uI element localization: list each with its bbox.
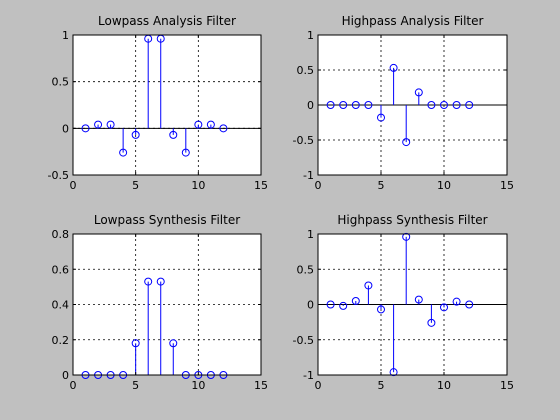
x-tick-label: 10 xyxy=(437,379,451,392)
subplot-3: 0 5 10 15 0 0.2 0.4 0.6 0.8 Lowpass Synthesis Fil… xyxy=(52,213,269,392)
stem-marker xyxy=(326,300,335,309)
x-tick-label: 10 xyxy=(437,179,451,192)
y-tick-label: 1 xyxy=(307,228,314,241)
stem-marker xyxy=(144,277,153,286)
y-tick-label: 0.6 xyxy=(52,263,70,276)
stem-marker xyxy=(106,120,115,129)
y-tick-label: 1 xyxy=(307,29,314,42)
axes-frame xyxy=(72,34,262,176)
stem-marker xyxy=(389,63,398,72)
stem-marker xyxy=(181,148,190,157)
stem-marker xyxy=(364,101,373,109)
stem-marker xyxy=(427,318,436,327)
y-tick-label: 0.2 xyxy=(52,334,70,347)
subplot-title: Lowpass Synthesis Filter xyxy=(94,213,240,227)
stem-marker xyxy=(440,101,448,109)
x-tick-label: 10 xyxy=(191,179,205,192)
stem-marker xyxy=(194,120,203,129)
y-tick-label: -1 xyxy=(303,369,314,382)
y-tick-label: 0.5 xyxy=(52,76,70,89)
x-tick-label: 15 xyxy=(254,379,268,392)
stem-marker xyxy=(351,101,360,109)
subplot-2: 0 5 10 15 -1 -0.5 0 0.5 1 Highpass Analysis Filte… xyxy=(293,14,514,192)
stem-marker xyxy=(219,124,228,133)
stem-marker xyxy=(339,301,348,310)
stem-marker xyxy=(452,297,461,306)
stem-marker xyxy=(402,138,411,147)
y-tick-label: 0.5 xyxy=(297,263,315,276)
x-tick-label: 5 xyxy=(132,179,139,192)
x-tick-label: 15 xyxy=(500,379,514,392)
subplot-title: Lowpass Analysis Filter xyxy=(98,14,236,28)
subplot-title: Highpass Synthesis Filter xyxy=(337,213,487,227)
stem-marker xyxy=(440,303,448,312)
stem-marker xyxy=(169,130,178,139)
x-tick-label: 5 xyxy=(132,379,139,392)
x-tick-label: 5 xyxy=(378,179,385,192)
stem-marker xyxy=(377,305,385,314)
stem-marker xyxy=(377,113,385,122)
stem-marker xyxy=(427,101,436,109)
x-tick-label: 15 xyxy=(254,179,268,192)
stem-marker xyxy=(465,300,474,309)
y-tick-label: -0.5 xyxy=(293,134,314,147)
x-tick-label: 0 xyxy=(315,379,322,392)
y-tick-label: 1 xyxy=(62,29,69,42)
y-tick-label: 0 xyxy=(62,122,69,135)
stem-marker xyxy=(81,124,90,133)
stem-marker xyxy=(326,101,335,109)
x-tick-label: 0 xyxy=(315,179,322,192)
y-tick-label: 0 xyxy=(62,369,69,382)
x-tick-label: 5 xyxy=(378,379,385,392)
y-tick-label: 0 xyxy=(307,299,314,312)
stem-marker xyxy=(119,148,128,157)
subplot-title: Highpass Analysis Filter xyxy=(342,14,484,28)
stem-marker xyxy=(465,101,474,109)
stem-marker xyxy=(131,339,140,348)
stem-marker xyxy=(452,101,461,109)
stem-marker xyxy=(131,130,140,139)
x-tick-label: 0 xyxy=(70,379,77,392)
x-tick-label: 10 xyxy=(191,379,205,392)
subplot-4: 0 5 10 15 -1 -0.5 0 0.5 1 Highpass Synthesis Filt… xyxy=(293,213,514,392)
stem-marker xyxy=(414,295,423,304)
y-tick-label: 0.5 xyxy=(297,64,315,77)
x-tick-label: 15 xyxy=(500,179,514,192)
stem-marker xyxy=(389,368,398,377)
stem-marker xyxy=(364,281,373,290)
stem-marker xyxy=(156,277,165,286)
stem-marker xyxy=(169,339,178,348)
stem-marker xyxy=(414,88,423,97)
stem-marker xyxy=(94,120,103,129)
y-tick-label: 0.4 xyxy=(52,299,70,312)
y-tick-label: -0.5 xyxy=(293,334,314,347)
stem-marker xyxy=(351,296,360,305)
axes-background xyxy=(73,234,261,375)
y-tick-label: -0.5 xyxy=(48,169,69,182)
stem-marker xyxy=(206,120,215,129)
stem-marker xyxy=(402,232,411,241)
y-tick-label: 0.8 xyxy=(52,228,70,241)
y-tick-label: -1 xyxy=(303,169,314,182)
y-tick-label: 0 xyxy=(307,99,314,112)
axes-background xyxy=(73,35,261,175)
stem-marker xyxy=(339,101,348,109)
x-tick-label: 0 xyxy=(70,179,77,192)
